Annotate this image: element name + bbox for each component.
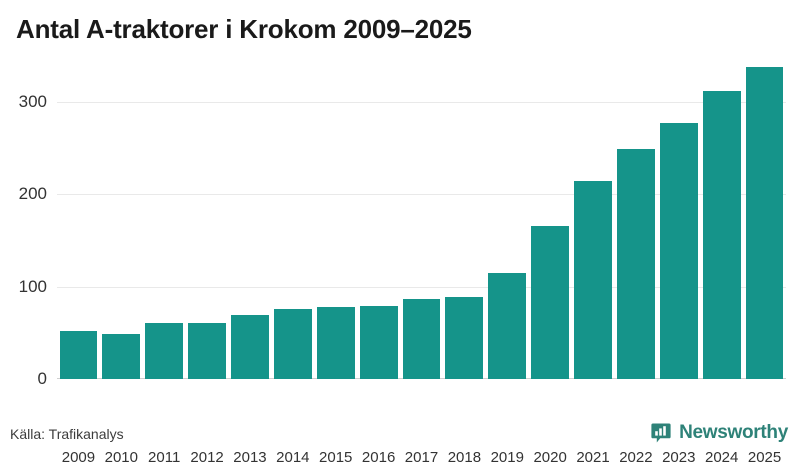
x-axis-tick-label: 2010 [104,449,138,466]
x-axis-tick-label: 2009 [61,449,96,466]
gridline [57,101,786,103]
x-axis-tick-label: 2020 [533,449,567,466]
x-axis-tick-label: 2024 [704,449,739,466]
x-axis-tick-label: 2025 [747,449,782,466]
bar[interactable] [745,67,784,379]
bar[interactable] [659,122,698,379]
bar[interactable] [488,272,527,379]
x-axis-tick-label: 2016 [361,449,396,466]
y-axis-tick-label: 200 [18,184,47,204]
x-axis-tick-label: 2011 [148,449,181,466]
plot-canvas [57,60,786,379]
y-axis-tick-label: 300 [18,91,47,111]
bar[interactable] [359,305,398,379]
gridline [57,286,786,288]
bar[interactable] [145,322,184,379]
bar-chart-logo-icon [650,422,672,444]
bar[interactable] [702,91,741,379]
bar[interactable] [402,298,441,379]
gridline [57,194,786,196]
x-axis-tick-label: 2022 [619,449,653,466]
chart-page: Antal A-traktorer i Krokom 2009–2025 0 10… [0,14,800,466]
bar[interactable] [188,322,227,379]
x-axis-tick-label: 2015 [319,449,353,466]
bar[interactable] [616,148,655,379]
bar[interactable] [445,296,484,379]
bar[interactable] [316,306,355,379]
bar[interactable] [231,315,269,379]
bar[interactable] [574,181,612,379]
bar[interactable] [59,330,98,379]
bar[interactable] [273,308,312,379]
x-axis-tick-label: 2013 [233,449,267,466]
x-axis-tick-label: 2014 [276,449,310,466]
x-axis-tick-labels: 2009 2010 2011 2012 2013 2014 2015 2016 2017 2018… [57,449,786,473]
y-axis-tick-label: 100 [18,276,47,296]
x-axis-tick-label: 2019 [490,449,524,466]
y-axis-tick-label: 0 [37,369,47,388]
page-title: Antal A-traktorer i Krokom 2009–2025 [16,14,472,44]
bar[interactable] [531,226,570,379]
x-axis-tick-label: 2023 [662,449,696,466]
newsworthy-logo[interactable]: Newsworthy [650,422,788,444]
bar-series [57,60,786,379]
source-note: Källa: Trafikanalys [10,426,124,442]
x-axis-tick-label: 2017 [404,449,439,466]
x-axis-tick-label: 2012 [190,449,224,466]
x-axis-tick-label: 2018 [447,449,482,466]
plot-area: 0 100 200 300 2009 2010 2011 2012 2013 2014 2015 2… [0,60,800,466]
chart-footer: Källa: Trafikanalys Newsworthy [0,420,800,450]
brand-name-label: Newsworthy [679,422,788,443]
x-axis-tick-label: 2021 [576,449,610,466]
bar[interactable] [102,333,141,379]
